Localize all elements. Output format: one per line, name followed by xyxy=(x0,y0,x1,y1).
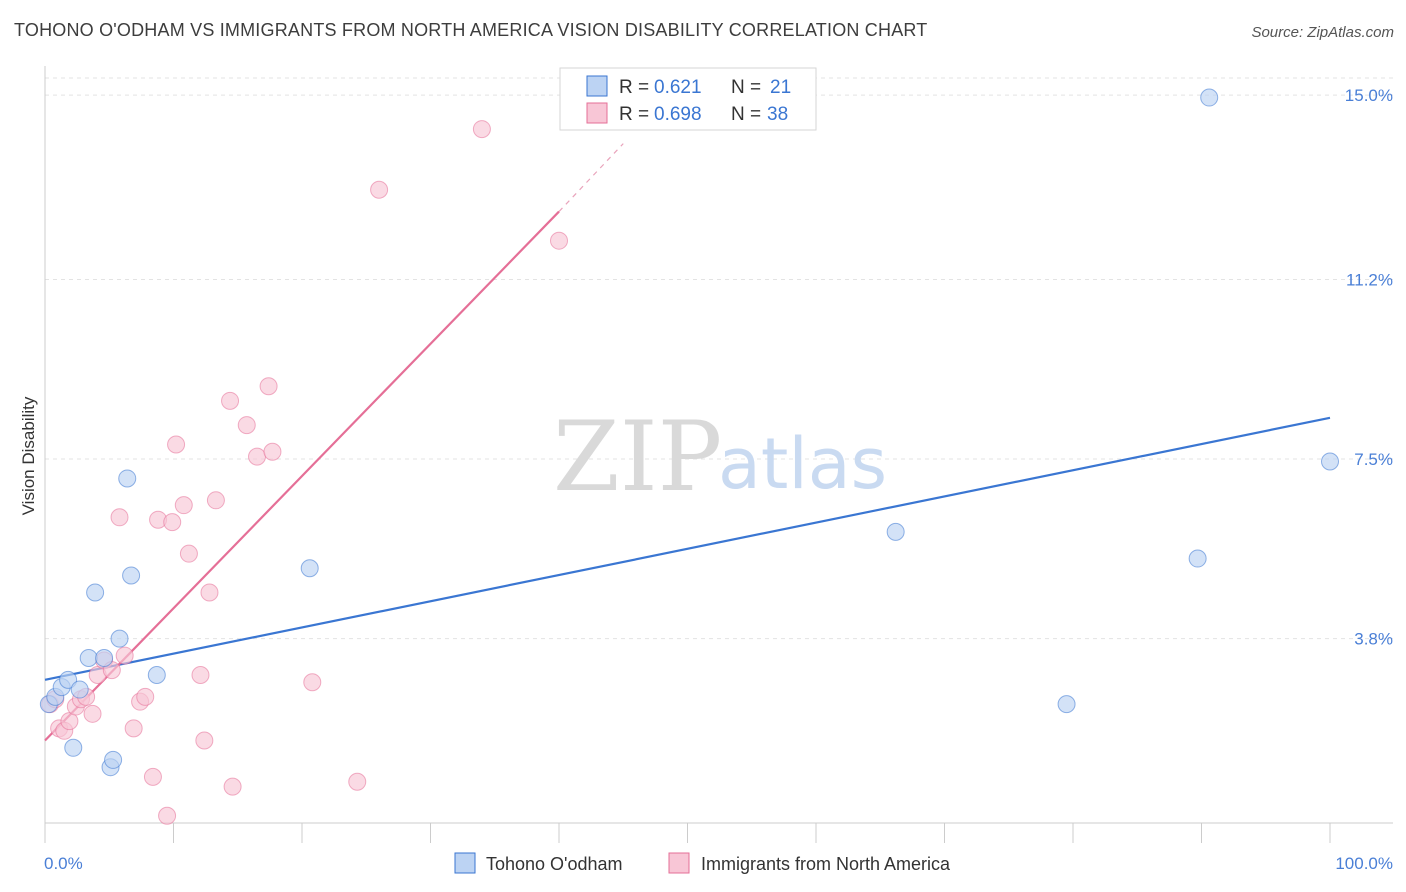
point-tohono xyxy=(95,649,114,668)
point-tohono xyxy=(1188,549,1207,568)
point-tohono xyxy=(1321,452,1339,471)
legend-r-value: 0.621 xyxy=(654,77,702,98)
point-immigrants xyxy=(200,583,219,602)
point-tohono xyxy=(300,559,319,578)
point-tohono xyxy=(147,665,166,684)
legend-r-label: R = xyxy=(619,77,649,98)
point-tohono xyxy=(122,566,141,585)
point-immigrants xyxy=(115,646,134,665)
point-immigrants xyxy=(174,496,193,515)
bottom-legend-swatch-pink xyxy=(668,852,690,874)
point-immigrants xyxy=(167,435,186,454)
watermark-zip: ZIP xyxy=(553,401,722,513)
trend-line-tohono xyxy=(44,416,1331,681)
point-immigrants xyxy=(195,731,214,750)
legend-n-label: N = xyxy=(731,104,761,125)
legend-swatch-blue xyxy=(586,75,608,97)
point-tohono xyxy=(886,522,905,541)
watermark-atlas: atlas xyxy=(718,423,887,505)
point-immigrants xyxy=(303,673,322,692)
legend-n-label: N = xyxy=(731,77,761,98)
y-tick-labels: 3.8% 7.5% 11.2% 15.0% xyxy=(1345,86,1393,648)
legend-r-label: R = xyxy=(619,104,649,125)
y-tick-label: 11.2% xyxy=(1346,271,1393,290)
point-tohono xyxy=(70,680,89,699)
point-immigrants xyxy=(221,391,240,410)
point-immigrants xyxy=(206,491,225,510)
correlation-legend: R = 0.621 N = 21 R = 0.698 N = 38 xyxy=(559,67,817,131)
y-tick-label: 3.8% xyxy=(1354,630,1393,649)
chart-title: TOHONO O'ODHAM VS IMMIGRANTS FROM NORTH … xyxy=(14,20,928,40)
point-tohono xyxy=(79,649,98,668)
point-immigrants xyxy=(237,416,256,435)
series-legend: Tohono O'odham Immigrants from North Ame… xyxy=(454,852,951,874)
point-immigrants xyxy=(263,442,282,461)
source-label: Source: ZipAtlas.com xyxy=(1251,24,1394,41)
point-immigrants xyxy=(472,120,491,139)
legend-r-value: 0.698 xyxy=(654,104,702,125)
point-tohono xyxy=(1200,88,1219,107)
point-tohono xyxy=(64,738,83,757)
point-immigrants xyxy=(248,447,267,466)
point-immigrants xyxy=(223,777,242,796)
data-points xyxy=(39,88,1339,825)
bottom-legend-label: Immigrants from North America xyxy=(701,854,951,874)
point-immigrants xyxy=(163,513,182,532)
point-tohono xyxy=(104,750,123,769)
point-tohono xyxy=(118,469,137,488)
point-tohono xyxy=(110,629,129,648)
bottom-legend-swatch-blue xyxy=(454,852,476,874)
y-tick-label: 7.5% xyxy=(1354,450,1393,469)
point-tohono xyxy=(1057,695,1076,714)
point-tohono xyxy=(86,583,105,602)
point-immigrants xyxy=(179,544,198,563)
legend-swatch-pink xyxy=(586,102,608,124)
point-immigrants xyxy=(83,704,102,723)
x-tick-label: 100.0% xyxy=(1335,854,1393,873)
bottom-legend-label: Tohono O'odham xyxy=(486,854,623,874)
point-immigrants xyxy=(259,377,278,396)
point-immigrants xyxy=(143,767,162,786)
legend-n-value: 38 xyxy=(767,104,788,125)
point-immigrants xyxy=(136,687,155,706)
y-axis-label: Vision Disability xyxy=(19,396,38,515)
trend-line-extension xyxy=(558,143,624,212)
y-tick-label: 15.0% xyxy=(1345,86,1393,105)
point-immigrants xyxy=(348,772,367,791)
x-tick-label: 0.0% xyxy=(44,854,83,873)
point-immigrants xyxy=(110,508,129,527)
point-tohono xyxy=(59,670,78,689)
legend-n-value: 21 xyxy=(770,77,791,98)
point-immigrants xyxy=(124,719,143,738)
point-immigrants xyxy=(158,806,177,825)
point-immigrants xyxy=(550,231,568,250)
point-immigrants xyxy=(370,180,389,199)
point-immigrants xyxy=(191,665,210,684)
x-tick-labels: 0.0% 100.0% xyxy=(44,854,1393,873)
